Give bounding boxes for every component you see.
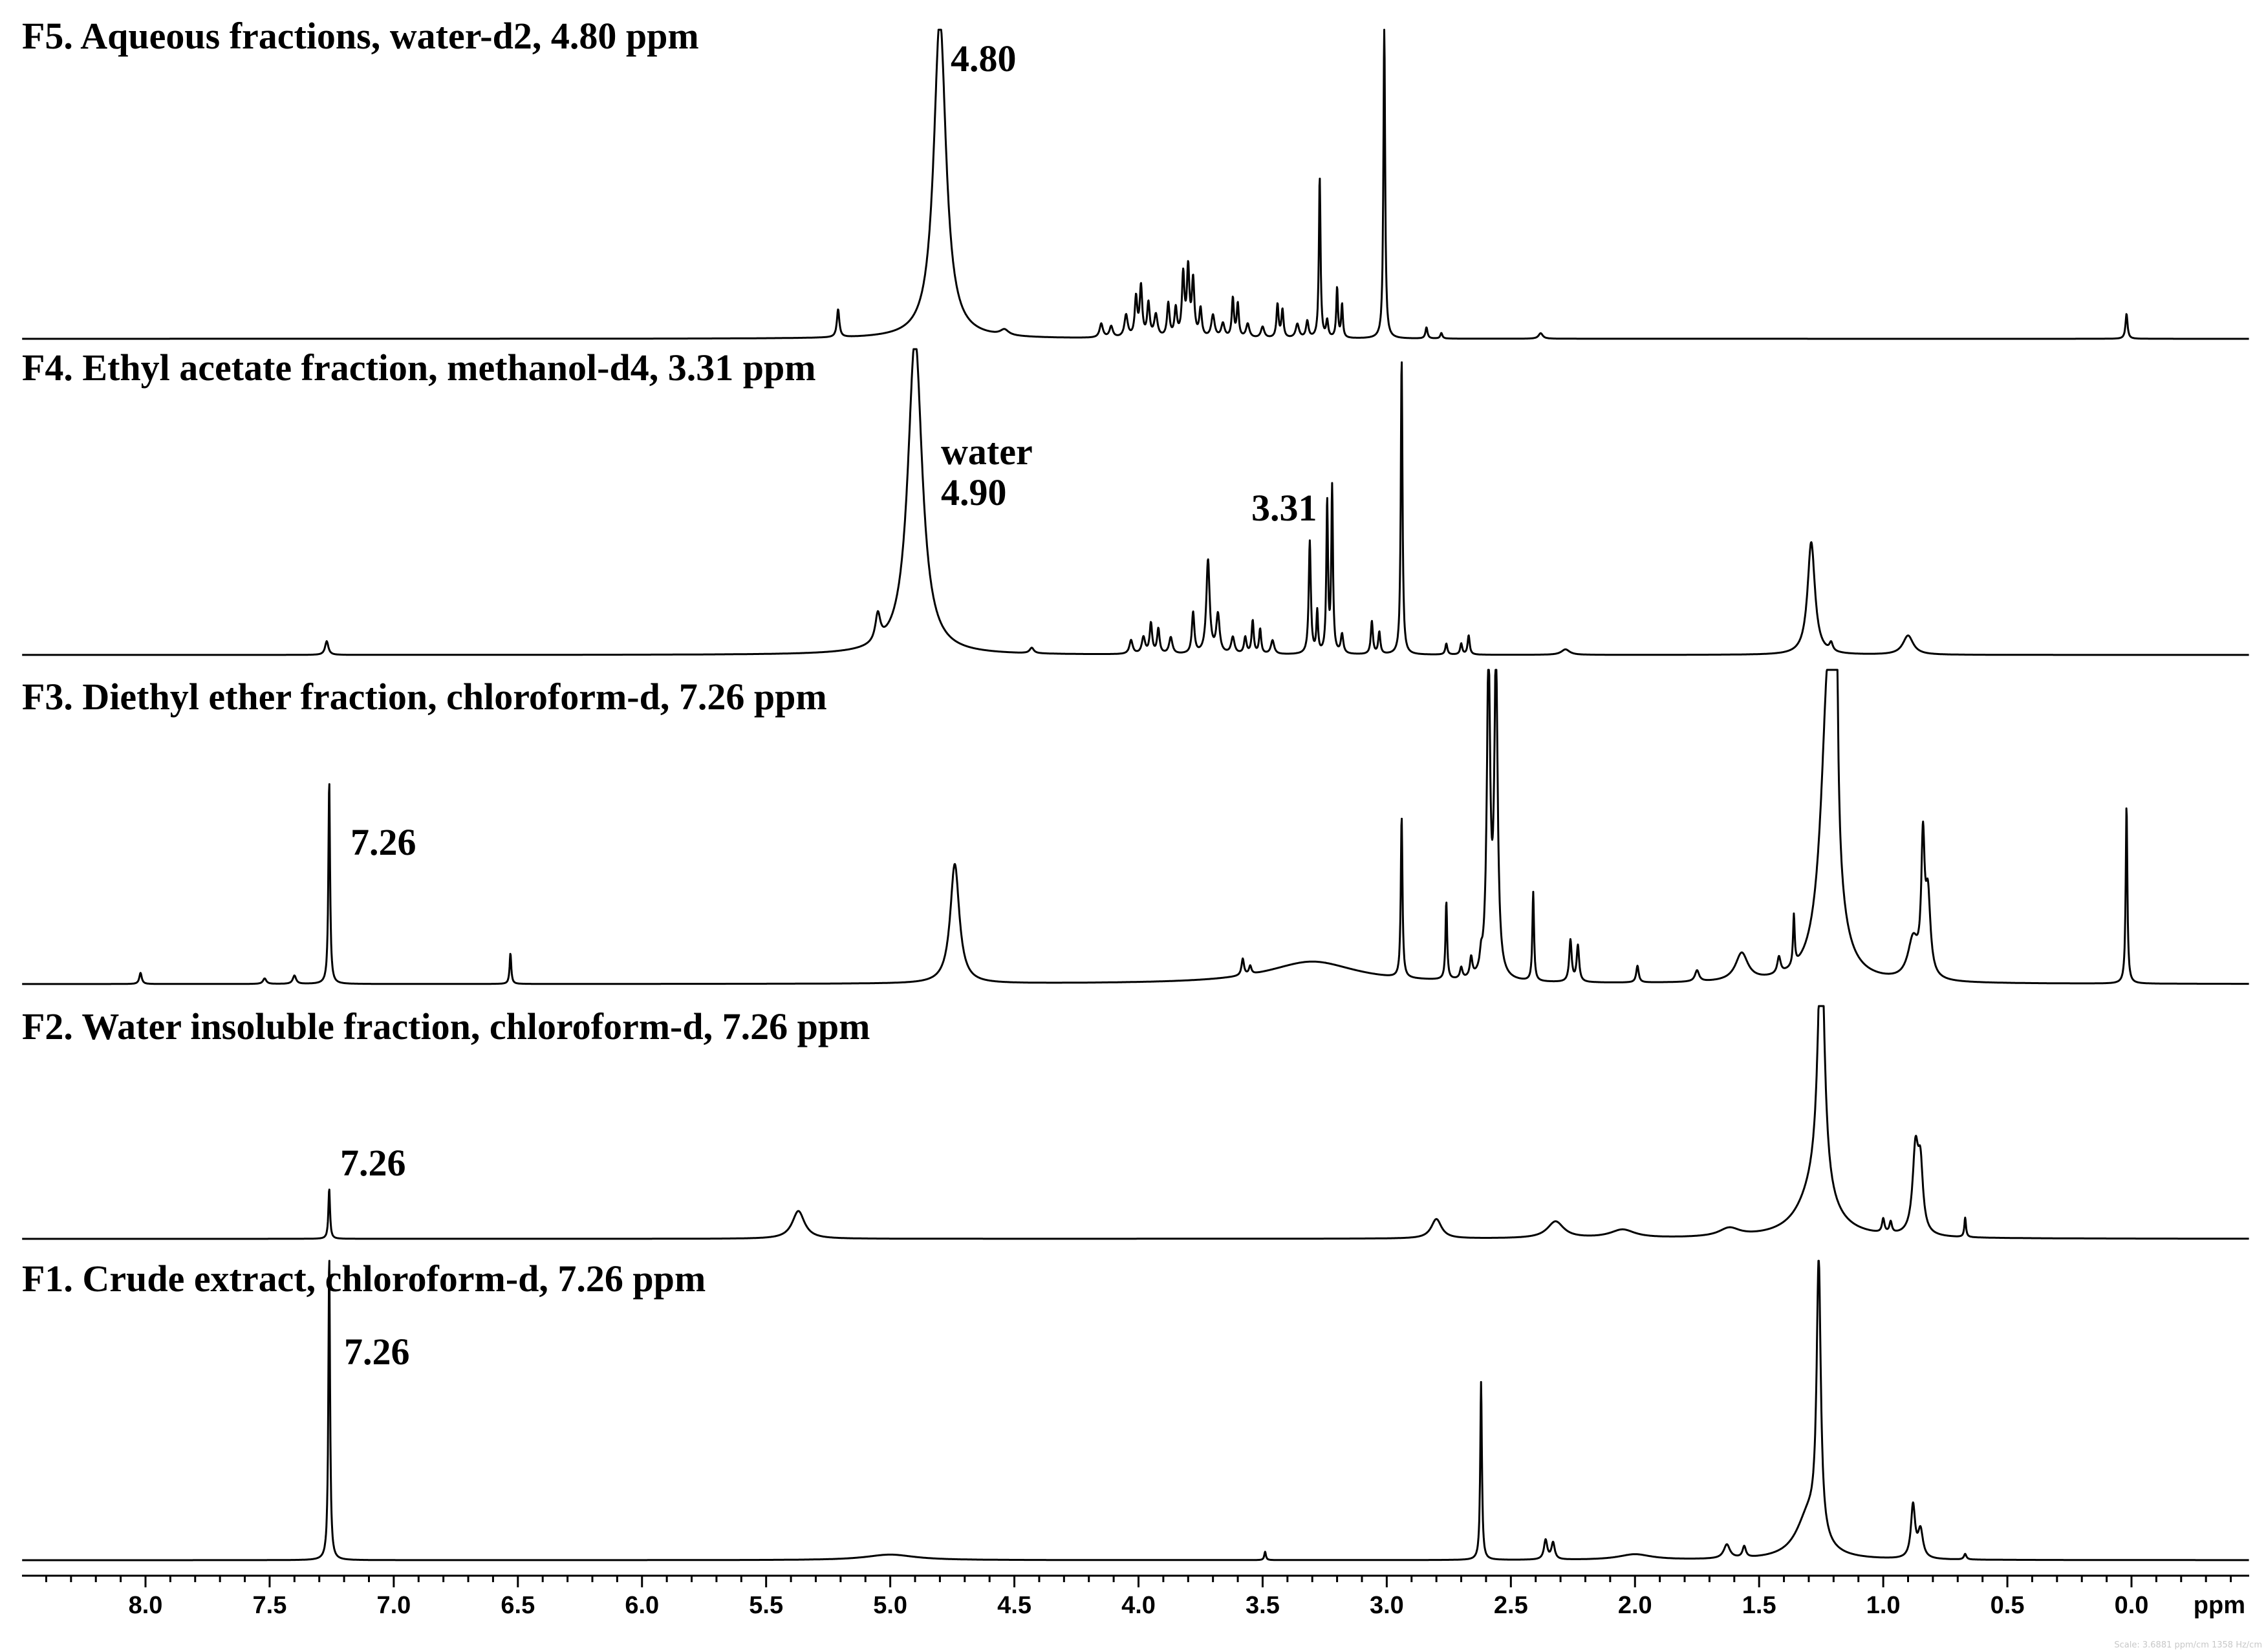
peak-label: 7.26: [351, 821, 416, 863]
tick-label: 3.0: [1370, 1592, 1404, 1619]
peak-label: 3.31: [1251, 487, 1317, 529]
spectrum-trace: [21, 28, 2250, 340]
tick-label: 7.5: [253, 1592, 287, 1619]
panel-title: F1. Crude extract, chloroform-d, 7.26 pp…: [22, 1258, 706, 1300]
spectrum-panel-1: F1. Crude extract, chloroform-d, 7.26 pp…: [21, 1258, 2250, 1561]
spectrum-panel-4: F4. Ethyl acetate fraction, methanol-d4,…: [21, 347, 2250, 656]
peak-label: 4.90: [941, 471, 1007, 513]
tick-label: 7.0: [376, 1592, 411, 1619]
tick-label: 6.5: [501, 1592, 535, 1619]
tick-label: 2.5: [1494, 1592, 1528, 1619]
tick-label: 6.0: [625, 1592, 659, 1619]
spectrum-panel-3: F3. Diethyl ether fraction, chloroform-d…: [21, 669, 2250, 985]
tick-label: 8.0: [129, 1592, 163, 1619]
peak-label: 7.26: [344, 1331, 410, 1373]
spectrum-trace: [21, 669, 2250, 985]
panel-title: F5. Aqueous fractions, water-d2, 4.80 pp…: [22, 15, 699, 57]
spectra-panels: F5. Aqueous fractions, water-d2, 4.80 pp…: [21, 15, 2250, 1561]
tick-label: 5.5: [749, 1592, 783, 1619]
tick-label: 4.5: [997, 1592, 1031, 1619]
x-axis-label: ppm: [2194, 1592, 2245, 1619]
scale-footnote: Scale: 3.6881 ppm/cm 1358 Hz/cm: [2114, 1640, 2262, 1650]
peak-label: water: [941, 431, 1033, 473]
tick-label: 1.0: [1866, 1592, 1901, 1619]
tick-label: 2.0: [1618, 1592, 1652, 1619]
tick-label: 1.5: [1742, 1592, 1776, 1619]
tick-label: 4.0: [1121, 1592, 1156, 1619]
peak-label: 4.80: [951, 38, 1017, 80]
panel-title: F3. Diethyl ether fraction, chloroform-d…: [22, 676, 827, 718]
tick-label: 5.0: [873, 1592, 907, 1619]
peak-label: 7.26: [340, 1142, 406, 1184]
spectrum-panel-5: F5. Aqueous fractions, water-d2, 4.80 pp…: [21, 15, 2250, 340]
panel-title: F2. Water insoluble fraction, chloroform…: [22, 1005, 870, 1047]
panel-title: F4. Ethyl acetate fraction, methanol-d4,…: [22, 347, 816, 389]
spectrum-trace: [21, 348, 2250, 656]
spectrum-trace: [21, 1260, 2250, 1561]
tick-label: 3.5: [1246, 1592, 1280, 1619]
ppm-axis: 8.0 7.5 7.0 6.5 6.0 5.5 5.0 4.5 4.0 3.5 3.0 2.5 2.0 1…: [22, 1574, 2249, 1619]
tick-label: 0.5: [1991, 1592, 2025, 1619]
spectrum-panel-2: F2. Water insoluble fraction, chloroform…: [21, 1005, 2250, 1240]
spectrum-trace: [21, 1005, 2250, 1240]
tick-label: 0.0: [2115, 1592, 2149, 1619]
